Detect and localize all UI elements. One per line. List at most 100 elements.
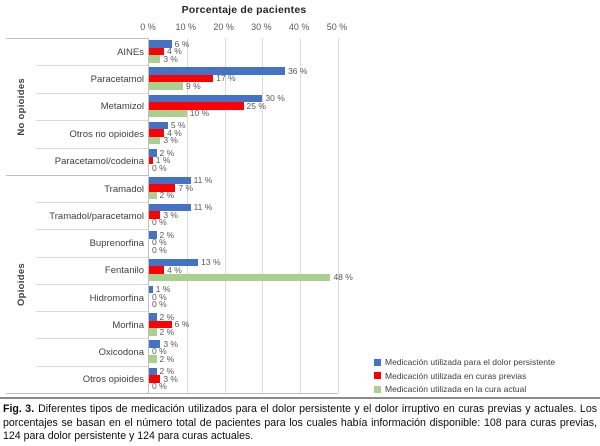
bar — [149, 149, 157, 157]
bar-row: 13 % 4 % 48 % — [149, 257, 353, 284]
bar-value-label: 2 % — [159, 190, 175, 201]
legend-swatch — [374, 372, 381, 379]
bar-line: 2 % — [149, 190, 338, 201]
bar-line: 0 % — [149, 381, 338, 392]
bar-value-label: 4 % — [167, 264, 182, 275]
figure-number: Fig. 3. — [3, 403, 35, 415]
bar-value-label: 48 % — [333, 272, 353, 282]
bar-value-label: 2 % — [159, 147, 175, 158]
bar-line: 10 % — [149, 109, 338, 118]
bar-line: 36 % — [149, 67, 338, 75]
category-label: Tramadol — [104, 183, 144, 195]
bar — [149, 109, 187, 118]
bar — [149, 94, 263, 103]
category-label: Metamizol — [36, 92, 148, 120]
bar — [149, 67, 286, 75]
bar — [149, 55, 161, 63]
bar — [149, 156, 153, 165]
bar-value-label: 17 % — [216, 73, 236, 84]
bar-value-label: 11 % — [193, 175, 213, 186]
bar — [149, 328, 157, 336]
chart-title: Porcentaje de pacientes — [181, 4, 307, 16]
bar-value-label: 0 % — [152, 381, 167, 392]
bar-row: 2 % 1 % 0 % — [149, 147, 338, 174]
plot-area: 6 % 4 % 3 % 36 % 17 % 9 % 30 % 25 % 10 % 5 % 4 % 3 … — [148, 38, 353, 394]
bar — [149, 102, 244, 110]
bar-value-label: 13 % — [201, 257, 221, 267]
bar-line: 0 % — [149, 346, 338, 357]
bar-value-label: 6 % — [174, 319, 190, 330]
bar — [149, 355, 157, 363]
bar-line: 3 % — [149, 211, 338, 219]
bar-value-label: 2 % — [159, 326, 175, 337]
bar-value-label: 25 % — [246, 100, 266, 111]
category-label: Buprenorfina — [36, 229, 148, 256]
bar-value-label: 2 % — [159, 311, 175, 322]
legend-item: Medicación utilizada en curas previas — [374, 371, 555, 381]
x-axis-tick: 40 % — [288, 22, 310, 32]
bar-value-label: 2 % — [159, 229, 175, 240]
plot-rows: 6 % 4 % 3 % 36 % 17 % 9 % 30 % 25 % 10 % 5 % 4 % 3 … — [149, 38, 353, 393]
bar — [149, 367, 157, 376]
bar-line: 3 % — [149, 340, 338, 348]
bar-value-label: 4 % — [167, 127, 182, 138]
bar — [149, 191, 157, 200]
bar — [149, 211, 161, 219]
bar-value-label: 36 % — [288, 65, 308, 76]
category-label: Oxicodona — [36, 338, 148, 365]
bar-value-label: 0 % — [152, 217, 167, 228]
bar — [149, 273, 331, 281]
bar — [149, 121, 168, 130]
x-axis-tick: 50 % — [326, 22, 348, 32]
bar-line: 0 % — [149, 238, 338, 246]
gridline — [224, 38, 226, 393]
bar-row: 6 % 4 % 3 % — [149, 38, 338, 65]
bar — [149, 313, 157, 321]
bar — [149, 136, 161, 145]
bar-line: 4 % — [149, 264, 338, 275]
bar-value-label: 0 % — [152, 346, 167, 357]
bar-row: 2 % 0 % 0 % — [149, 229, 338, 256]
bar-line: 0 % — [149, 246, 338, 254]
legend-label: Medicación utilizada en curas previas — [385, 370, 527, 381]
bar-line: 4 % — [149, 47, 338, 55]
bar-value-label: 0 % — [152, 299, 167, 310]
category-axis: No opioides AINEs Paracetamol Metamizol Otro… — [6, 38, 148, 394]
bar — [149, 203, 191, 212]
legend-swatch — [374, 385, 381, 393]
bar-value-label: 2 % — [159, 353, 175, 364]
bar-line: 2 % — [149, 149, 338, 157]
legend-label: Medicación utilizada para el dolor persi… — [385, 357, 556, 367]
bar-line: 3 % — [149, 375, 338, 383]
figure-caption: Fig. 3. Diferentes tipos de medicación ut… — [3, 403, 597, 444]
bar-value-label: 9 % — [186, 80, 201, 91]
x-axis-tick: 0 % — [140, 22, 156, 32]
bar-value-label: 0 % — [152, 244, 167, 255]
bar-line: 9 % — [149, 82, 338, 90]
legend-swatch — [374, 358, 381, 366]
bar-row: 3 % 0 % 2 % — [149, 338, 338, 365]
bar — [149, 82, 184, 90]
bar-line: 4 % — [149, 129, 338, 137]
x-axis-tick: 10 % — [175, 22, 197, 32]
bar-line: 11 % — [149, 175, 338, 186]
gridline — [262, 38, 264, 393]
category-label: Paracetamol — [36, 65, 148, 92]
category-label: Morfina — [36, 311, 148, 338]
bar-row: 11 % 3 % 0 % — [149, 202, 338, 229]
bar-line: 7 % — [149, 184, 338, 192]
bar-line: 11 % — [149, 203, 338, 212]
legend-item: Medicación utilizada en la cura actual — [374, 384, 555, 394]
legend-label: Medicación utilizada en la cura actual — [385, 384, 527, 394]
bar — [149, 285, 153, 294]
category-label: Paracetamol/codeina — [36, 147, 148, 175]
group-label: Opioides — [15, 262, 27, 306]
x-axis-tick: 20 % — [213, 22, 234, 32]
bar-value-label: 30 % — [265, 93, 285, 104]
category-label: Fentanilo — [36, 256, 148, 284]
bar-line: 30 % — [149, 93, 338, 104]
bar-value-label: 1 % — [155, 155, 171, 166]
bar-row: 36 % 17 % 9 % — [149, 65, 338, 92]
bar-line: 1 % — [149, 155, 338, 166]
legend-item: Medicación utilizada para el dolor persi… — [374, 357, 555, 367]
